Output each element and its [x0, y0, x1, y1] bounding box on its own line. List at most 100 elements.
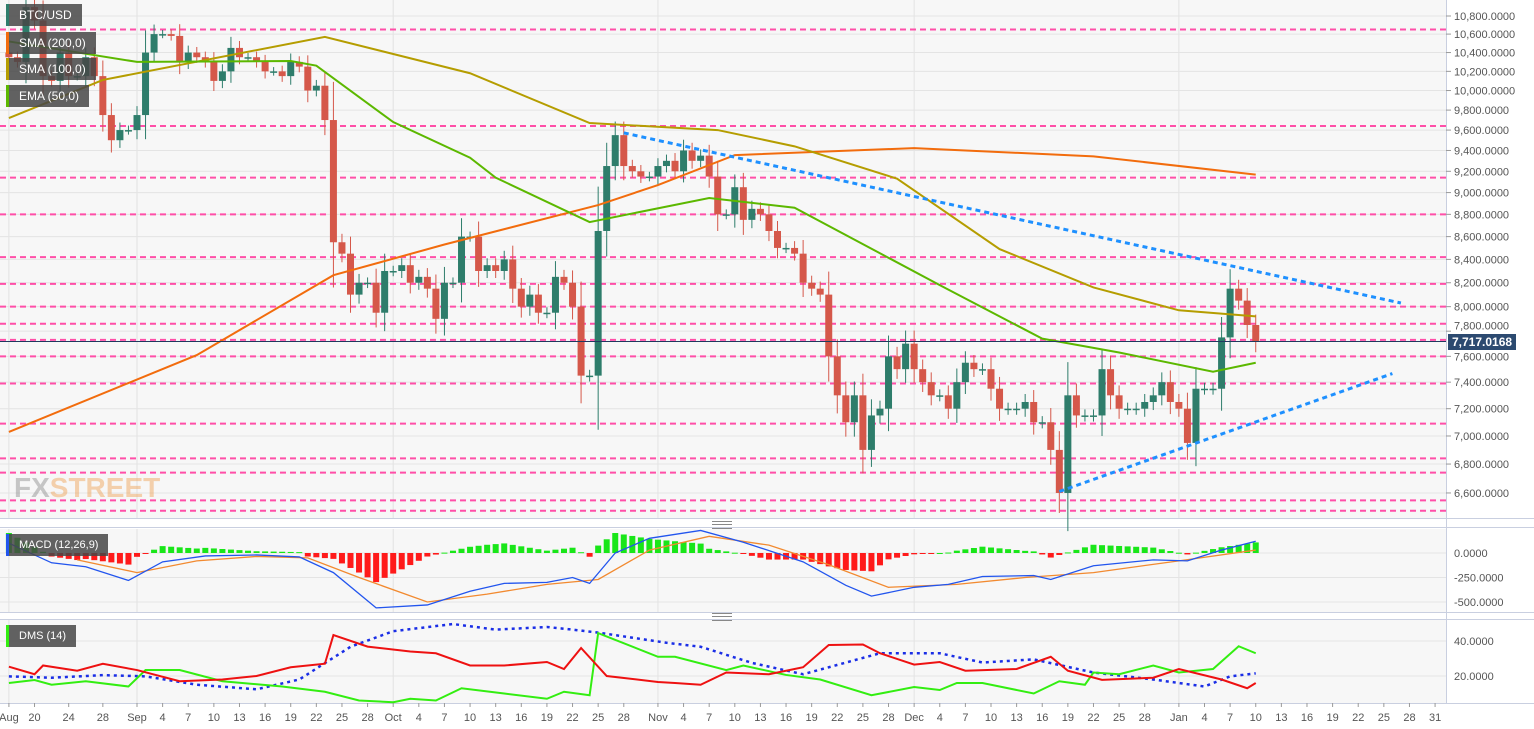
candle-body: [1243, 300, 1251, 325]
panel-resize-handle-dms[interactable]: [712, 613, 732, 621]
candle: [321, 71, 329, 136]
candle-body: [1132, 408, 1140, 411]
candle: [415, 269, 423, 290]
candle-body: [936, 395, 944, 397]
candle: [620, 121, 628, 181]
candle-body: [312, 85, 320, 91]
candle: [791, 241, 799, 261]
candle: [569, 270, 577, 320]
macd-histogram-bar: [552, 549, 559, 553]
candle-body: [184, 52, 192, 62]
candle-body: [389, 270, 397, 273]
candle: [833, 339, 841, 414]
candle-body: [5, 52, 13, 58]
candle-body: [1021, 401, 1029, 409]
candle-body: [1226, 288, 1234, 338]
macd-histogram-bar: [441, 552, 448, 554]
candle-body: [1055, 449, 1063, 493]
dms-panel-bg: [0, 620, 1446, 703]
price-tick-label: 10,400.0000: [1454, 48, 1515, 60]
candle-body: [970, 362, 978, 370]
candle: [406, 254, 414, 294]
candle-body: [1064, 395, 1072, 493]
macd-tick-label: -500.0000: [1454, 597, 1504, 609]
candle: [1030, 390, 1038, 435]
macd-histogram-bar: [757, 553, 764, 558]
macd-histogram-bar: [561, 548, 567, 553]
x-tick-label: 13: [1010, 712, 1022, 724]
candle-body: [551, 276, 559, 313]
candle-body: [253, 57, 261, 62]
macd-histogram-bar: [988, 547, 994, 553]
legend-macd[interactable]: MACD (12,26,9): [6, 534, 109, 556]
macd-histogram-bar: [1022, 550, 1029, 553]
macd-histogram-bar: [518, 546, 525, 553]
macd-histogram-bar: [706, 548, 713, 553]
candle-body: [603, 166, 611, 231]
x-tick-label: 10: [1250, 712, 1262, 724]
macd-signal-line: [77, 535, 1256, 603]
macd-histogram-bar: [654, 539, 661, 553]
macd-histogram-bar: [364, 553, 371, 578]
legend-sma-200[interactable]: SMA (200,0): [6, 32, 96, 54]
x-tick-label: 31: [1429, 712, 1441, 724]
candle: [492, 258, 500, 279]
candle: [124, 125, 132, 135]
x-tick-label: 19: [541, 712, 553, 724]
macd-histogram-bar: [304, 553, 311, 557]
macd-histogram-bar: [543, 550, 550, 553]
candle-body: [1175, 401, 1183, 409]
macd-histogram-bar: [851, 553, 858, 571]
candle: [150, 24, 158, 63]
candle-body: [714, 176, 722, 215]
x-tick-label: 7: [962, 712, 968, 724]
candle: [885, 335, 893, 432]
x-tick-label: 24: [63, 712, 75, 724]
macd-histogram-bar: [1141, 547, 1148, 553]
price-tick-label: 10,200.0000: [1454, 66, 1515, 78]
candle: [287, 53, 295, 85]
candle-body: [526, 294, 534, 307]
legend-sma-100[interactable]: SMA (100,0): [6, 58, 96, 80]
candle-body: [671, 160, 679, 172]
x-tick-label: 13: [490, 712, 502, 724]
panel-resize-handle-macd[interactable]: [712, 521, 732, 529]
candle-body: [1115, 395, 1123, 409]
candle-body: [432, 288, 440, 319]
x-tick-label: 13: [233, 712, 245, 724]
candle: [1243, 288, 1251, 339]
macd-histogram-bar: [680, 542, 687, 553]
moving-average-line: [8, 35, 1256, 318]
legend-symbol[interactable]: BTC/USD: [6, 4, 82, 26]
macd-histogram-bar: [953, 550, 960, 553]
macd-histogram-bar: [407, 553, 414, 566]
candle: [560, 269, 568, 290]
candle-body: [791, 247, 799, 254]
candle-body: [586, 375, 594, 378]
candle-body: [372, 282, 380, 313]
candle: [611, 121, 619, 181]
current-price-tag: 7,717.0168: [1448, 333, 1517, 350]
candle-body: [774, 230, 781, 248]
legend-ema-50[interactable]: EMA (50,0): [6, 85, 90, 107]
x-tick-label: 28: [361, 712, 373, 724]
price-tick-label: 6,800.0000: [1454, 459, 1509, 471]
macd-histogram-bar: [227, 549, 234, 553]
macd-histogram-bar: [526, 547, 533, 553]
price-tick-label: 8,000.0000: [1454, 302, 1509, 314]
macd-histogram-bar: [1005, 549, 1012, 553]
macd-histogram-bar: [911, 553, 918, 555]
candle: [645, 171, 653, 182]
candle: [1252, 314, 1260, 353]
candle-body: [816, 288, 824, 295]
candle-body: [347, 253, 354, 295]
legend-dms[interactable]: DMS (14): [6, 625, 77, 647]
candle: [1132, 402, 1140, 415]
candle-body: [1038, 422, 1046, 424]
candle-body: [492, 265, 500, 271]
price-tick-label: 7,000.0000: [1454, 431, 1509, 443]
candle: [671, 153, 679, 180]
x-tick-label: 10: [985, 712, 997, 724]
macd-histogram-bar: [509, 544, 516, 553]
